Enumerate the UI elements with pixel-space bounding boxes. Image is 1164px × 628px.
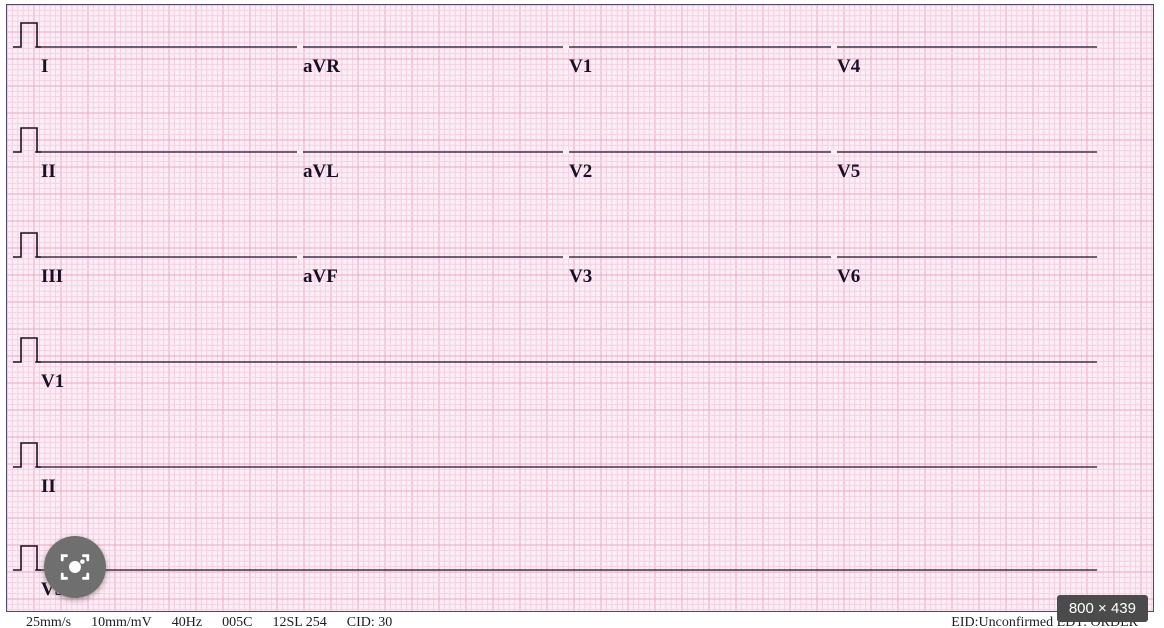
footer-left: 25mm/s 10mm/mV 40Hz 005C 12SL 254 CID: 30 [26,615,392,628]
ecg-sheet: IaVRV1V4IIaVLV2V5IIIaVFV3V6V1IIV5 [6,4,1154,612]
calibration-pulse [7,5,1155,613]
footer-item: 10mm/mV [91,615,152,628]
footer-item: 25mm/s [26,615,71,628]
image-dimensions-pill: 800 × 439 [1057,595,1148,622]
footer-item: 005C [222,615,252,628]
footer-item: 40Hz [172,615,202,628]
footer-item: 12SL 254 [272,615,326,628]
footer-item: CID: 30 [347,615,393,628]
visual-search-button[interactable] [44,536,106,598]
camera-search-icon [58,550,92,584]
ecg-viewport: IaVRV1V4IIaVLV2V5IIIaVFV3V6V1IIV5 25mm/s… [0,0,1164,628]
